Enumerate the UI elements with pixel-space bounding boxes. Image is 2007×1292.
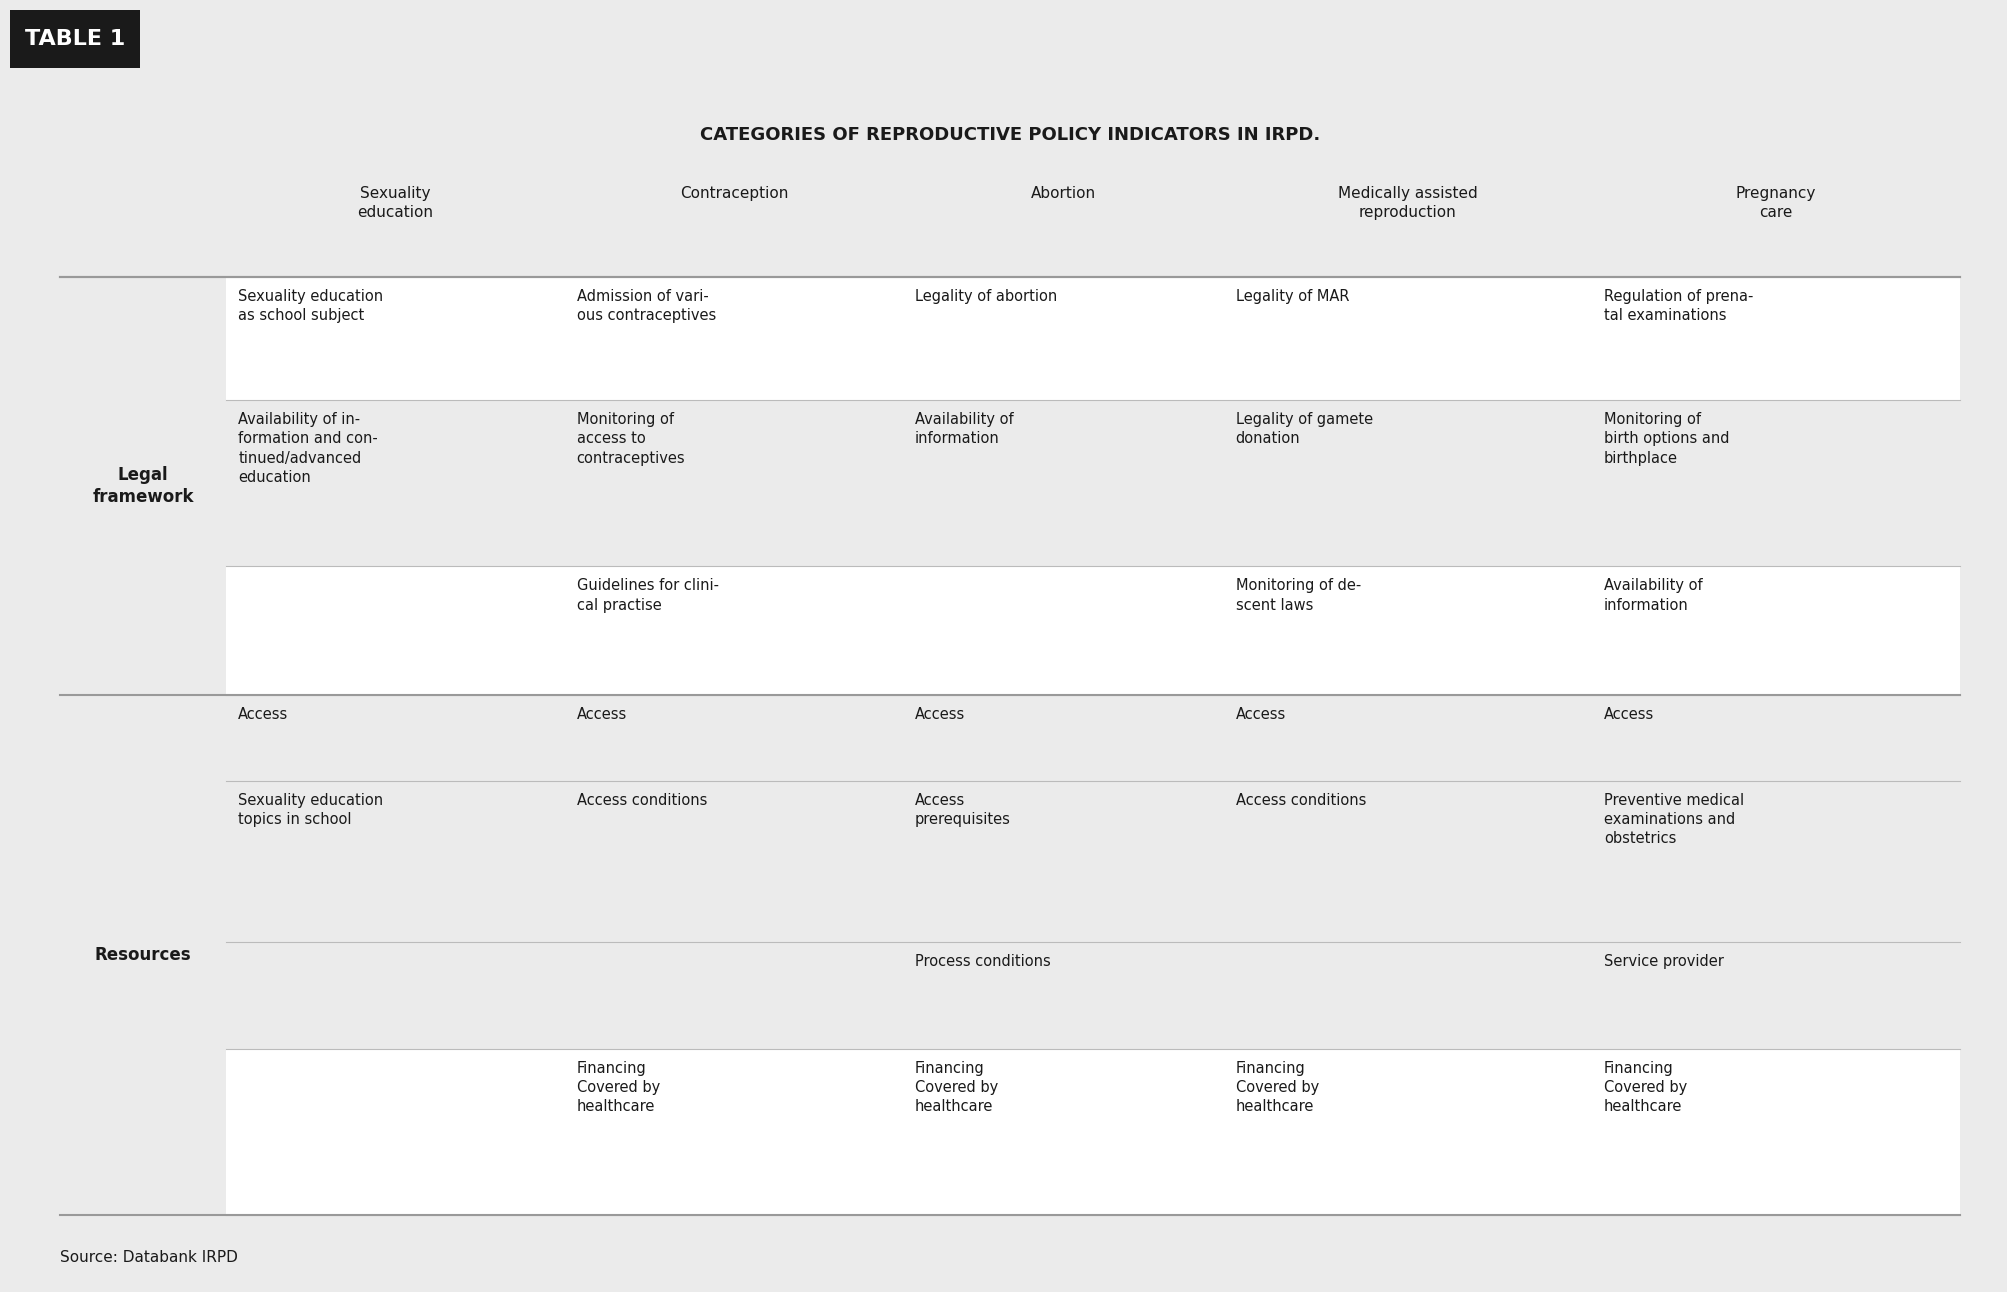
Text: Financing
Covered by
healthcare: Financing Covered by healthcare — [576, 1061, 660, 1114]
Bar — [10, 10, 140, 68]
Bar — [227, 695, 564, 780]
Bar — [60, 169, 1959, 276]
Bar — [903, 276, 1222, 401]
Text: Contraception: Contraception — [680, 186, 787, 200]
Text: Legal
framework: Legal framework — [92, 465, 195, 506]
Bar — [564, 942, 903, 1049]
Bar — [903, 566, 1222, 695]
Text: Sexuality education
topics in school: Sexuality education topics in school — [239, 793, 383, 827]
Text: Regulation of prena-
tal examinations: Regulation of prena- tal examinations — [1604, 289, 1752, 323]
Text: Access: Access — [239, 707, 289, 722]
Text: Access: Access — [576, 707, 626, 722]
Bar — [60, 276, 227, 695]
Text: Process conditions: Process conditions — [915, 953, 1050, 969]
Bar — [227, 942, 564, 1049]
Text: Availability of in-
formation and con-
tinued/advanced
education: Availability of in- formation and con- t… — [239, 412, 377, 484]
Bar — [60, 99, 1959, 169]
Bar — [227, 276, 564, 401]
Bar — [1222, 695, 1592, 780]
Text: Guidelines for clini-
cal practise: Guidelines for clini- cal practise — [576, 579, 719, 612]
Text: Service provider: Service provider — [1604, 953, 1722, 969]
Text: Sexuality
education: Sexuality education — [357, 186, 434, 220]
Text: Monitoring of de-
scent laws: Monitoring of de- scent laws — [1234, 579, 1361, 612]
Bar — [1592, 1049, 1959, 1214]
Bar — [227, 566, 564, 695]
Bar — [1222, 401, 1592, 566]
Bar — [227, 780, 564, 942]
Bar — [1222, 780, 1592, 942]
Text: Pregnancy
care: Pregnancy care — [1734, 186, 1814, 220]
Text: Legality of MAR: Legality of MAR — [1234, 289, 1349, 304]
Text: Access: Access — [1604, 707, 1654, 722]
Text: Medically assisted
reproduction: Medically assisted reproduction — [1337, 186, 1477, 220]
Text: Resources: Resources — [94, 946, 191, 964]
Bar — [1222, 566, 1592, 695]
Bar — [903, 695, 1222, 780]
Bar — [60, 695, 227, 1214]
Bar — [564, 401, 903, 566]
Text: Legality of gamete
donation: Legality of gamete donation — [1234, 412, 1373, 447]
Text: Access: Access — [1234, 707, 1284, 722]
Text: Access: Access — [915, 707, 965, 722]
Bar — [1222, 276, 1592, 401]
Text: Source: Databank IRPD: Source: Databank IRPD — [60, 1249, 237, 1265]
Bar — [564, 276, 903, 401]
Text: Access conditions: Access conditions — [576, 793, 706, 808]
Bar — [1592, 276, 1959, 401]
Bar — [564, 566, 903, 695]
Bar — [1592, 695, 1959, 780]
Bar — [1592, 401, 1959, 566]
Bar — [227, 401, 564, 566]
Text: Access conditions: Access conditions — [1234, 793, 1365, 808]
Text: Availability of
information: Availability of information — [1604, 579, 1702, 612]
Bar — [903, 942, 1222, 1049]
Bar — [227, 1049, 564, 1214]
Text: Financing
Covered by
healthcare: Financing Covered by healthcare — [1604, 1061, 1686, 1114]
Text: Monitoring of
birth options and
birthplace: Monitoring of birth options and birthpla… — [1604, 412, 1728, 465]
Bar — [903, 780, 1222, 942]
Bar — [564, 780, 903, 942]
Bar — [1592, 566, 1959, 695]
Bar — [1592, 780, 1959, 942]
Text: Availability of
information: Availability of information — [915, 412, 1014, 447]
Bar — [1222, 942, 1592, 1049]
Text: Sexuality education
as school subject: Sexuality education as school subject — [239, 289, 383, 323]
Text: Access
prerequisites: Access prerequisites — [915, 793, 1010, 827]
Text: Monitoring of
access to
contraceptives: Monitoring of access to contraceptives — [576, 412, 684, 465]
Text: Admission of vari-
ous contraceptives: Admission of vari- ous contraceptives — [576, 289, 716, 323]
Bar — [903, 1049, 1222, 1214]
Bar — [564, 695, 903, 780]
Text: Financing
Covered by
healthcare: Financing Covered by healthcare — [1234, 1061, 1319, 1114]
Bar — [1222, 1049, 1592, 1214]
Text: CATEGORIES OF REPRODUCTIVE POLICY INDICATORS IN IRPD.: CATEGORIES OF REPRODUCTIVE POLICY INDICA… — [700, 125, 1319, 143]
Bar — [564, 1049, 903, 1214]
Text: TABLE 1: TABLE 1 — [24, 28, 124, 49]
Text: Preventive medical
examinations and
obstetrics: Preventive medical examinations and obst… — [1604, 793, 1744, 846]
Text: Legality of abortion: Legality of abortion — [915, 289, 1058, 304]
Text: Financing
Covered by
healthcare: Financing Covered by healthcare — [915, 1061, 997, 1114]
Bar — [1592, 942, 1959, 1049]
Bar — [903, 401, 1222, 566]
Text: Abortion: Abortion — [1030, 186, 1096, 200]
